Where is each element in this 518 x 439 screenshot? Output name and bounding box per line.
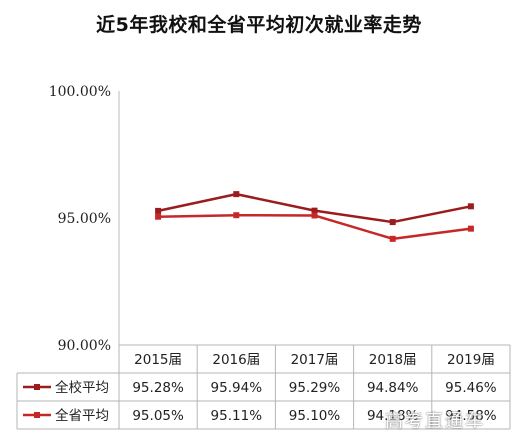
data-table-cell: 95.46% (445, 380, 497, 396)
data-table-cell: 95.28% (132, 380, 184, 396)
x-category-label: 2015届 (134, 352, 182, 368)
x-category-label: 2019届 (447, 352, 495, 368)
data-point (233, 212, 240, 219)
chart-title: 近5年我校和全省平均初次就业率走势 (96, 14, 422, 36)
x-category-label: 2017届 (291, 352, 339, 368)
data-point (311, 207, 318, 214)
legend-label: 全省平均 (55, 407, 109, 424)
data-point (389, 219, 396, 226)
data-table-cell: 95.29% (289, 380, 341, 396)
data-table-cell: 95.94% (211, 380, 263, 396)
data-table-cell: 94.84% (367, 380, 419, 396)
legend-swatch-marker (34, 384, 40, 390)
series-line (158, 213, 472, 241)
data-table-cell: 94.18% (367, 408, 419, 424)
data-point (155, 213, 162, 220)
legend-swatch-marker (34, 412, 40, 418)
data-point (233, 191, 240, 198)
data-point (155, 207, 162, 214)
data-table-cell: 95.05% (132, 408, 184, 424)
watermark-text: 高考直通车 (385, 411, 485, 432)
legend-label: 全校平均 (55, 379, 109, 396)
data-table-cell: 95.10% (289, 408, 341, 424)
data-table-cell: 94.58% (445, 408, 497, 424)
data-point (389, 235, 396, 242)
y-tick-label: 95.00% (58, 211, 111, 227)
data-table-cell: 95.11% (211, 408, 263, 424)
y-tick-label: 90.00% (58, 338, 111, 354)
x-category-label: 2018届 (369, 352, 417, 368)
data-point (467, 203, 474, 210)
data-point (467, 225, 474, 232)
data-point (311, 212, 318, 219)
x-category-label: 2016届 (212, 352, 260, 368)
y-tick-label: 100.00% (49, 84, 111, 100)
